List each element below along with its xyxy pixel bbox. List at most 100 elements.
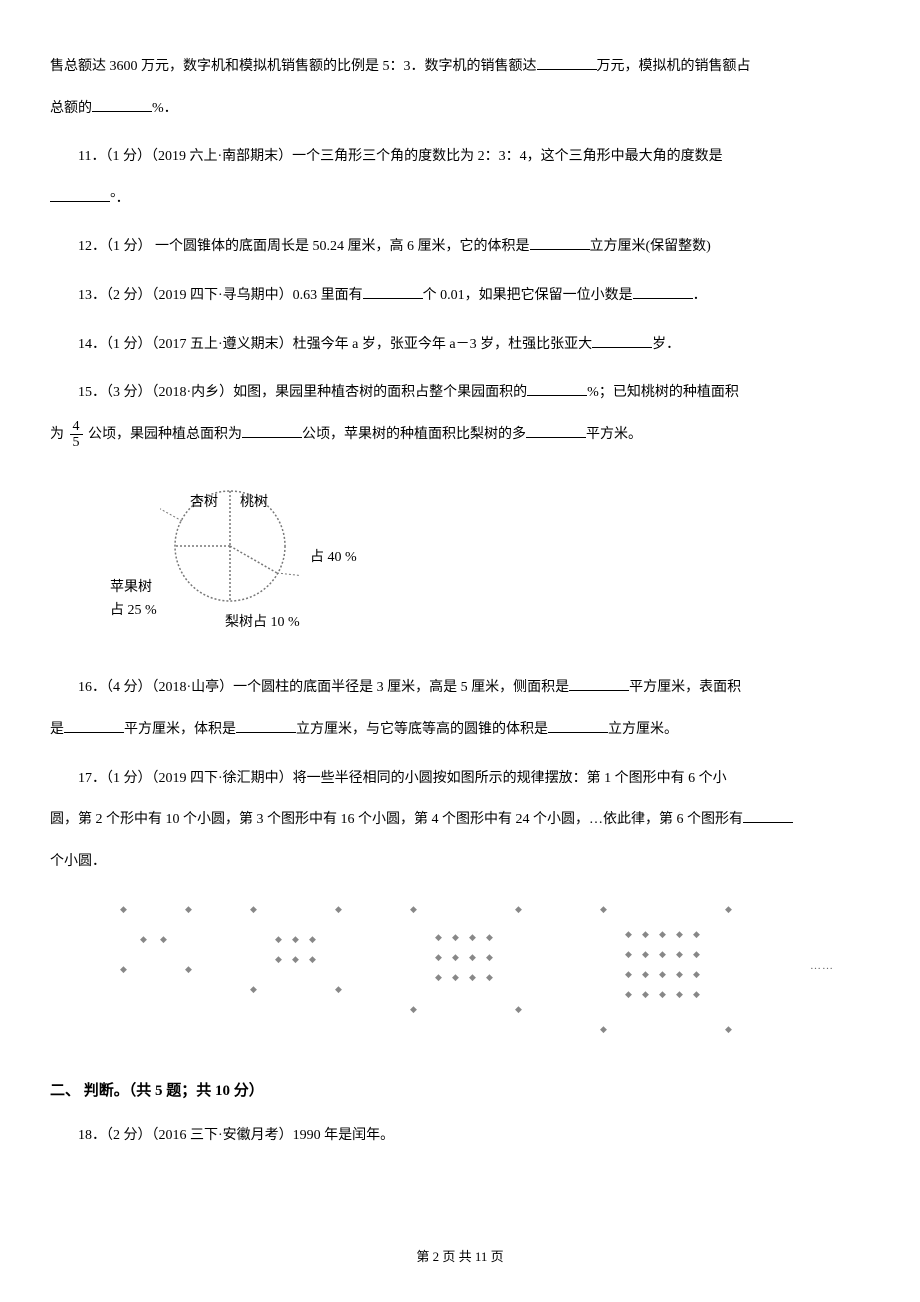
text: 售总额达 3600 万元，数字机和模拟机销售额的比例是 5：3．数字机的销售额达 bbox=[50, 59, 537, 74]
pie-label-25: 占 25 % bbox=[110, 594, 157, 628]
text: ． bbox=[693, 288, 707, 303]
dot bbox=[659, 923, 667, 931]
dot bbox=[515, 898, 523, 906]
dot bbox=[659, 983, 667, 991]
text: 平方米。 bbox=[586, 427, 642, 442]
dot bbox=[309, 948, 317, 956]
q-continuation-line1: 售总额达 3600 万元，数字机和模拟机销售额的比例是 5：3．数字机的销售额达… bbox=[50, 50, 870, 84]
blank bbox=[50, 188, 110, 202]
fraction-4-5: 45 bbox=[70, 419, 83, 451]
dot bbox=[469, 946, 477, 954]
dot bbox=[693, 943, 701, 951]
q17-line1: 17．（1 分）（2019 四下·徐汇期中）将一些半径相同的小圆按如图所示的规律… bbox=[50, 762, 870, 796]
blank bbox=[64, 719, 124, 733]
dot bbox=[469, 966, 477, 974]
text: 平方厘米，表面积 bbox=[629, 680, 741, 695]
dot bbox=[120, 898, 128, 906]
dot bbox=[659, 943, 667, 951]
dot bbox=[676, 923, 684, 931]
dot bbox=[676, 963, 684, 971]
q11: 11．（1 分）（2019 六上·南部期末）一个三角形三个角的度数比为 2：3：… bbox=[50, 140, 870, 174]
dot bbox=[642, 963, 650, 971]
pie-label-xing: 杏树 bbox=[190, 486, 218, 520]
q17-line3: 个小圆． bbox=[50, 845, 870, 879]
section-2-heading: 二、 判断。（共 5 题；共 10 分） bbox=[50, 1073, 870, 1109]
blank bbox=[537, 56, 597, 70]
dot bbox=[435, 966, 443, 974]
dot bbox=[693, 983, 701, 991]
pattern-ellipsis: …… bbox=[810, 953, 834, 979]
text: 16．（4 分）（2018·山亭）一个圆柱的底面半径是 3 厘米，高是 5 厘米… bbox=[78, 680, 569, 695]
dot bbox=[693, 923, 701, 931]
text: 立方厘米，与它等底等高的圆锥的体积是 bbox=[296, 722, 548, 737]
dot bbox=[435, 946, 443, 954]
dot bbox=[676, 983, 684, 991]
dot bbox=[676, 943, 684, 951]
text: 立方厘米(保留整数) bbox=[590, 239, 711, 254]
text: 万元，模拟机的销售额占 bbox=[597, 59, 751, 74]
text: 公顷，苹果树的种植面积比梨树的多 bbox=[302, 427, 526, 442]
text: 个小圆． bbox=[50, 854, 106, 869]
q12: 12．（1 分） 一个圆锥体的底面周长是 50.24 厘米，高 6 厘米，它的体… bbox=[50, 230, 870, 264]
text: 14．（1 分）（2017 五上·遵义期末）杜强今年 a 岁，张亚今年 a－3 … bbox=[78, 337, 592, 352]
dot bbox=[120, 958, 128, 966]
blank bbox=[363, 285, 423, 299]
dot bbox=[140, 928, 148, 936]
dot bbox=[725, 1018, 733, 1026]
text: 13．（2 分）（2019 四下·寻乌期中）0.63 里面有 bbox=[78, 288, 363, 303]
denominator: 5 bbox=[70, 435, 83, 450]
numerator: 4 bbox=[70, 419, 83, 435]
page-footer: 第 2 页 共 11 页 bbox=[0, 1241, 920, 1272]
dot bbox=[435, 926, 443, 934]
blank bbox=[242, 424, 302, 438]
dot bbox=[185, 958, 193, 966]
text: 17．（1 分）（2019 四下·徐汇期中）将一些半径相同的小圆按如图所示的规律… bbox=[78, 771, 727, 786]
text: °． bbox=[110, 191, 130, 206]
dot bbox=[625, 943, 633, 951]
dot bbox=[185, 898, 193, 906]
blank bbox=[633, 285, 693, 299]
dot bbox=[642, 983, 650, 991]
dot bbox=[410, 898, 418, 906]
text: 为 bbox=[50, 427, 68, 442]
q11-line2: °． bbox=[50, 182, 870, 216]
text: %． bbox=[152, 101, 178, 116]
text: 立方厘米。 bbox=[608, 722, 678, 737]
text: 岁． bbox=[652, 337, 680, 352]
text: 总额的 bbox=[50, 101, 92, 116]
dot bbox=[410, 998, 418, 1006]
blank bbox=[236, 719, 296, 733]
text: 12．（1 分） 一个圆锥体的底面周长是 50.24 厘米，高 6 厘米，它的体… bbox=[78, 239, 530, 254]
text: 圆，第 2 个形中有 10 个小圆，第 3 个图形中有 16 个小圆，第 4 个… bbox=[50, 812, 743, 827]
pie-chart: 杏树 桃树 占 40 % 苹果树 占 25 % 梨树占 10 % bbox=[110, 466, 390, 656]
dot bbox=[600, 1018, 608, 1026]
dot bbox=[693, 963, 701, 971]
text: 18．（2 分）（2016 三下·安徽月考）1990 年是闰年。 bbox=[78, 1128, 394, 1143]
dot-pattern: …… bbox=[90, 898, 890, 1048]
dot bbox=[452, 946, 460, 954]
dot bbox=[469, 926, 477, 934]
blank bbox=[592, 334, 652, 348]
pie-label-40: 占 40 % bbox=[310, 541, 357, 575]
text: 公顷，果园种植总面积为 bbox=[85, 427, 243, 442]
blank bbox=[569, 677, 629, 691]
dot bbox=[452, 966, 460, 974]
text: 11．（1 分）（2019 六上·南部期末）一个三角形三个角的度数比为 2：3：… bbox=[78, 149, 723, 164]
dot bbox=[486, 966, 494, 974]
dot bbox=[600, 898, 608, 906]
pie-label-tao: 桃树 bbox=[240, 486, 268, 520]
q14: 14．（1 分）（2017 五上·遵义期末）杜强今年 a 岁，张亚今年 a－3 … bbox=[50, 328, 870, 362]
blank bbox=[548, 719, 608, 733]
dot bbox=[486, 946, 494, 954]
q13: 13．（2 分）（2019 四下·寻乌期中）0.63 里面有个 0.01，如果把… bbox=[50, 279, 870, 313]
dot bbox=[625, 983, 633, 991]
dot bbox=[642, 943, 650, 951]
q16-line1: 16．（4 分）（2018·山亭）一个圆柱的底面半径是 3 厘米，高是 5 厘米… bbox=[50, 671, 870, 705]
dot bbox=[659, 963, 667, 971]
q-continuation-line2: 总额的 %． bbox=[50, 92, 870, 126]
pie-label-lishu: 梨树占 10 % bbox=[225, 606, 300, 640]
text: 平方厘米，体积是 bbox=[124, 722, 236, 737]
blank bbox=[526, 424, 586, 438]
dot bbox=[275, 948, 283, 956]
dot bbox=[160, 928, 168, 936]
